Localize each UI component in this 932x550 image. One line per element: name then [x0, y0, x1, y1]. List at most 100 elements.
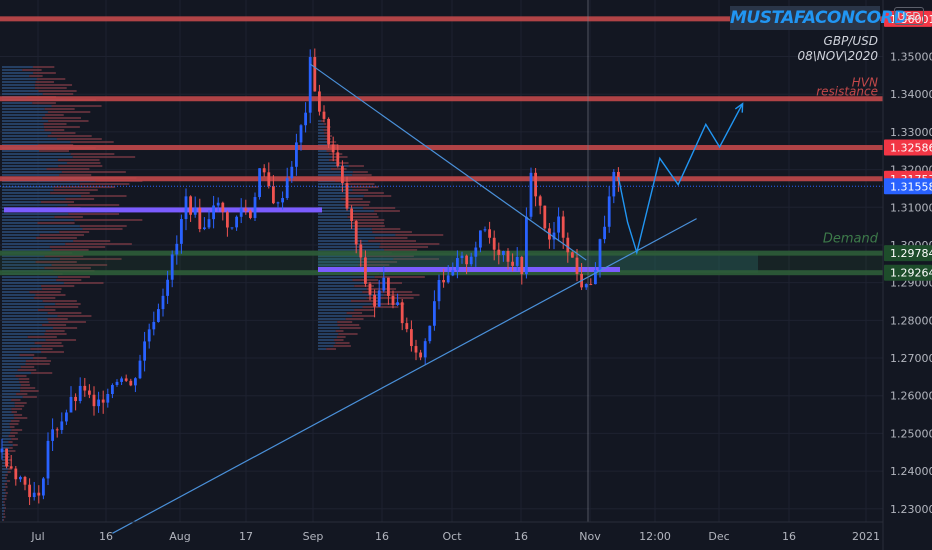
candle-body: [373, 294, 376, 307]
profile-bar: [2, 234, 40, 236]
profile-bar: [50, 192, 90, 194]
profile-bar: [384, 249, 418, 251]
profile-bar: [2, 474, 6, 476]
profile-bar: [80, 195, 127, 197]
profile-bar: [363, 195, 392, 197]
price-tick-label: 1.26000: [890, 390, 932, 403]
candle-body: [115, 381, 119, 386]
profile-bar: [68, 213, 120, 215]
candle-body: [244, 208, 248, 211]
time-tick-label: Aug: [169, 530, 190, 543]
profile-bar: [2, 156, 73, 158]
profile-bar: [2, 87, 35, 89]
candle-body: [405, 323, 409, 330]
profile-bar: [318, 240, 369, 242]
candle-body: [143, 341, 146, 361]
profile-bar: [2, 129, 45, 131]
profile-bar: [65, 243, 132, 245]
profile-bar: [72, 156, 136, 158]
profile-bar: [318, 258, 394, 260]
candle-body: [216, 202, 220, 206]
price-tick-label: 1.31000: [890, 201, 932, 214]
time-tick-label: 16: [514, 530, 528, 543]
candle-body: [299, 125, 303, 143]
candle-body: [474, 247, 478, 257]
candle-body: [55, 429, 59, 431]
profile-bar: [47, 111, 91, 113]
price-badge: [884, 245, 932, 262]
profile-bar: [47, 135, 92, 137]
profile-bar: [2, 492, 6, 494]
candle-body: [69, 396, 73, 413]
profile-bar: [30, 348, 53, 350]
profile-bar: [374, 210, 400, 212]
candle-body: [341, 166, 344, 184]
profile-bar: [9, 450, 16, 452]
profile-bar: [318, 138, 326, 140]
profile-bar: [45, 339, 77, 341]
profile-bar: [318, 246, 380, 248]
profile-bar: [2, 318, 48, 320]
profile-bar: [318, 135, 326, 137]
time-axis[interactable]: Jul 16 Aug 17 Sep 16 Oct 16 Nov 12:00 Dec 16 2021: [0, 521, 883, 543]
profile-bar: [2, 327, 53, 329]
profile-bar: [20, 366, 35, 368]
profile-bar: [8, 435, 15, 437]
profile-bar: [20, 387, 36, 389]
profile-bar: [38, 90, 77, 92]
candle-body: [193, 207, 197, 215]
candle-body: [419, 352, 422, 358]
profile-bar: [318, 345, 334, 347]
profile-bar: [318, 219, 354, 221]
profile-bar: [336, 336, 346, 338]
profile-bar: [2, 276, 58, 278]
candle-body: [120, 378, 123, 382]
profile-bar: [33, 357, 47, 359]
price-badge-label: 1.29784: [890, 247, 932, 260]
profile-bar: [2, 390, 21, 392]
candle-body: [506, 251, 510, 262]
drawings[interactable]: [0, 0, 883, 534]
profile-bar: [11, 438, 19, 440]
profile-bar: [2, 291, 30, 293]
profile-bar: [34, 297, 56, 299]
candle-body: [235, 216, 238, 228]
profile-bar: [2, 462, 6, 464]
profile-bar: [41, 288, 62, 290]
profile-bar: [344, 183, 375, 185]
annotation-1: resistance: [816, 85, 878, 99]
trendline-1: [309, 63, 587, 261]
profile-bar: [2, 135, 48, 137]
profile-bar: [318, 132, 325, 134]
profile-bar: [335, 330, 344, 332]
currency-button[interactable]: USD: [894, 7, 924, 25]
profile-bar: [2, 183, 80, 185]
profile-bar: [327, 141, 337, 143]
time-tick-label: Sep: [303, 530, 324, 543]
profile-bar: [55, 303, 81, 305]
candle-body: [152, 321, 156, 330]
candle-body: [14, 468, 18, 480]
profile-bar: [352, 315, 376, 317]
profile-bar: [2, 501, 4, 503]
profile-bar: [318, 207, 364, 209]
candle-body: [74, 396, 77, 402]
profile-bar: [31, 372, 53, 374]
profile-bar: [57, 159, 100, 161]
time-tick-label: 17: [239, 530, 253, 543]
price-axis[interactable]: 1.23000 1.24000 1.25000 1.26000 1.27000 1.280…: [882, 0, 932, 550]
candle-body: [304, 112, 307, 126]
candle-body: [101, 399, 105, 403]
profile-bar: [73, 240, 111, 242]
poc-line-1: [4, 207, 322, 213]
candle-body: [32, 492, 36, 498]
profile-bar: [2, 486, 6, 488]
time-tick-label: 16: [782, 530, 796, 543]
profile-bar: [337, 324, 360, 326]
candle-body: [387, 277, 390, 296]
profile-bar: [2, 300, 43, 302]
profile-bar: [14, 402, 27, 404]
profile-bar: [363, 207, 396, 209]
